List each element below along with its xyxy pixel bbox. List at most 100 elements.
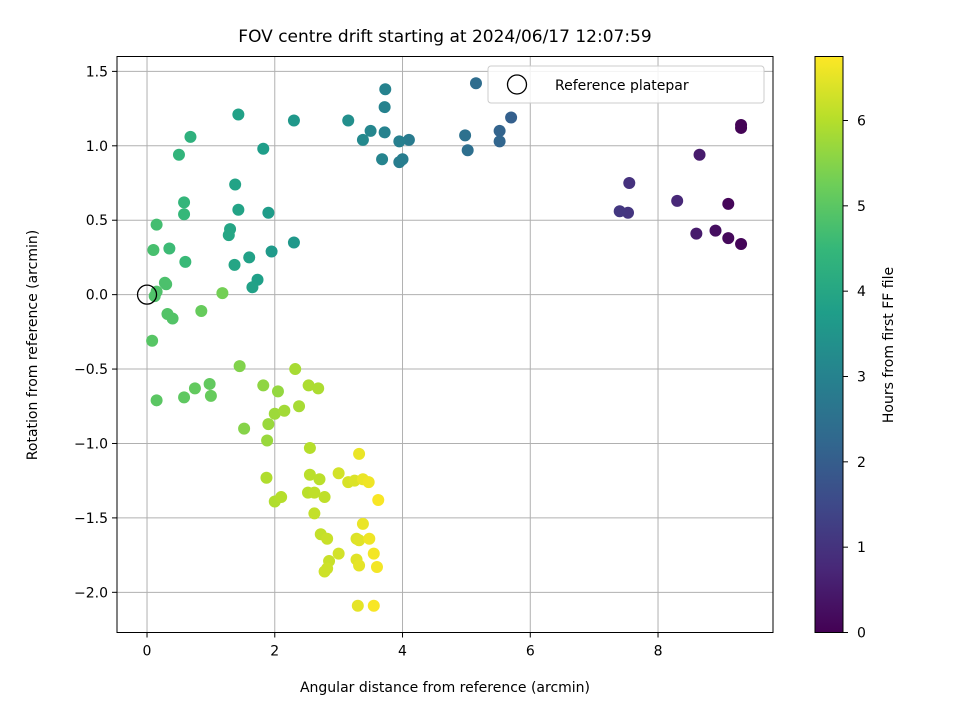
legend-marker-reference: [506, 74, 528, 95]
y-tick-label: 0.0: [86, 288, 108, 304]
data-point: [232, 108, 245, 121]
colorbar-tick-label: 1: [857, 540, 866, 556]
data-point: [379, 83, 392, 96]
x-tick-label: 6: [526, 644, 535, 660]
colorbar-tick-label: 0: [857, 626, 866, 642]
data-point: [178, 196, 191, 209]
colorbar-label: Hours from first FF file: [881, 267, 897, 423]
data-point: [147, 243, 160, 256]
y-tick-label: −2.0: [74, 585, 108, 601]
data-point: [275, 491, 288, 504]
y-tick-label: 1.0: [86, 139, 108, 155]
data-point: [233, 360, 246, 373]
data-point: [735, 118, 748, 131]
data-point: [402, 133, 415, 146]
data-point: [318, 491, 331, 504]
data-point: [378, 126, 391, 139]
data-point: [493, 135, 506, 148]
data-point: [229, 178, 242, 191]
data-point: [332, 547, 345, 560]
data-point: [228, 258, 241, 271]
data-point: [257, 142, 270, 155]
x-tick-label: 2: [270, 644, 279, 660]
data-point: [150, 394, 163, 407]
data-point: [302, 379, 315, 392]
colorbar-tick-label: 2: [857, 455, 866, 471]
data-point: [308, 507, 321, 520]
data-point: [260, 471, 273, 484]
data-point: [216, 287, 229, 300]
data-point: [364, 124, 377, 137]
data-point: [243, 251, 256, 264]
y-tick-label: 1.5: [86, 64, 108, 80]
data-point: [188, 382, 201, 395]
data-point: [342, 114, 355, 127]
grid-lines: [117, 56, 773, 633]
colorbar-ticks: 0 1 2 3 4 5 6: [843, 114, 866, 642]
data-points: [146, 77, 748, 612]
y-tick-label: −1.0: [74, 436, 108, 452]
data-point: [146, 334, 159, 347]
colorbar: [814, 56, 844, 633]
data-point: [378, 101, 391, 114]
data-point: [735, 238, 748, 251]
data-point: [178, 208, 191, 221]
data-point: [257, 379, 270, 392]
data-point: [461, 144, 474, 157]
colorbar-tick-label: 3: [857, 370, 866, 386]
data-point: [313, 473, 326, 486]
x-tick-label: 0: [143, 644, 152, 660]
data-point: [232, 203, 245, 216]
data-point: [287, 114, 300, 127]
plot-frame: [116, 56, 774, 633]
legend-frame: [487, 65, 765, 104]
data-point: [370, 561, 383, 574]
data-point: [160, 278, 173, 291]
legend: Reference platepar: [487, 65, 765, 104]
data-point: [709, 224, 722, 237]
data-point: [163, 242, 176, 255]
data-point: [353, 447, 366, 460]
data-point: [246, 281, 259, 294]
data-point: [367, 547, 380, 560]
data-point: [505, 111, 518, 124]
data-point: [184, 130, 197, 143]
data-point: [353, 559, 366, 572]
data-point: [693, 148, 706, 161]
data-point: [623, 177, 636, 190]
chart-title: FOV centre drift starting at 2024/06/17 …: [238, 27, 651, 47]
data-point: [178, 391, 191, 404]
y-axis-ticks: 1.5 1.0 0.5 0.0 −0.5 −1.0 −1.5 −2.0: [74, 64, 117, 601]
data-point: [356, 133, 369, 146]
data-point: [303, 441, 316, 454]
data-point: [613, 205, 626, 218]
data-point: [393, 156, 406, 169]
data-point: [356, 517, 369, 530]
data-point: [493, 124, 506, 137]
data-point: [287, 236, 300, 249]
reference-point: [136, 284, 158, 305]
data-point: [393, 135, 406, 148]
colorbar-tick-label: 6: [857, 114, 866, 130]
data-point: [372, 494, 385, 507]
y-tick-label: 0.5: [86, 213, 108, 229]
x-tick-label: 8: [654, 644, 663, 660]
data-point: [332, 467, 345, 480]
data-point: [166, 312, 179, 325]
data-point: [261, 434, 274, 447]
data-point: [690, 227, 703, 240]
data-point: [469, 77, 482, 90]
data-point: [293, 400, 306, 413]
data-point: [363, 532, 376, 545]
data-point: [172, 148, 185, 161]
data-point: [312, 382, 325, 395]
data-point: [362, 476, 375, 489]
data-point: [148, 290, 161, 303]
data-point: [268, 407, 281, 420]
y-tick-label: −1.5: [74, 511, 108, 527]
data-point: [289, 363, 302, 376]
data-point: [278, 404, 291, 417]
data-point: [204, 389, 217, 402]
data-point: [671, 194, 684, 207]
data-point: [722, 197, 735, 210]
